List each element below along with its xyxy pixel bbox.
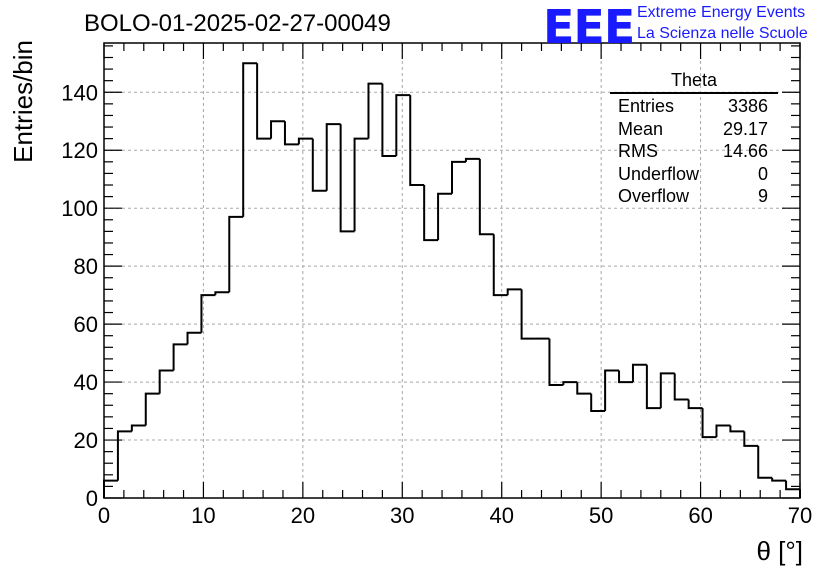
- x-tick-label: 60: [688, 503, 712, 528]
- logo-subtitle-1: Extreme Energy Events: [637, 4, 806, 21]
- stats-value: 29.17: [722, 118, 768, 139]
- histogram-series: [103, 62, 801, 498]
- histogram-bin: [576, 382, 592, 395]
- y-tick-label: 100: [61, 196, 98, 221]
- logo-subtitle-2: La Scienza nelle Scuole: [637, 25, 808, 42]
- histogram-bin: [715, 424, 731, 438]
- histogram-bin: [144, 392, 160, 426]
- histogram-bin: [673, 373, 689, 401]
- histogram-bin: [478, 158, 494, 236]
- histogram-bin: [172, 343, 188, 371]
- stats-title: Theta: [610, 70, 778, 94]
- x-tick-label: 0: [98, 503, 110, 528]
- y-tick-label: 60: [74, 312, 98, 337]
- stats-row: Entries 3386: [610, 95, 778, 118]
- stats-rows: Entries 3386 Mean 29.17 RMS 14.66 Underflow 0 Ov…: [610, 95, 778, 208]
- stats-label: Underflow: [618, 163, 700, 184]
- histogram-bin: [130, 424, 146, 432]
- histogram-bin: [270, 120, 285, 139]
- histogram-bin: [590, 393, 606, 413]
- histogram-bin: [214, 291, 230, 296]
- histogram-bin: [353, 137, 369, 232]
- stats-label: Overflow: [618, 186, 690, 206]
- x-axis-label: θ [°]: [756, 536, 803, 566]
- histogram-bin: [367, 82, 383, 139]
- x-tick-label: 40: [489, 503, 513, 528]
- histogram-bin: [158, 369, 174, 394]
- histogram-bin: [242, 62, 258, 217]
- stats-value: 3386: [727, 96, 768, 116]
- stats-row: Underflow 0: [610, 163, 778, 186]
- histogram-bin: [701, 408, 717, 439]
- histogram-bin: [743, 431, 759, 447]
- x-tick-label: 30: [390, 503, 414, 528]
- plot-border: [103, 42, 801, 499]
- histogram-bin: [451, 160, 466, 194]
- stats-row: Mean 29.17: [610, 118, 778, 141]
- y-tick-label: 20: [74, 428, 98, 453]
- histogram-bin: [103, 479, 118, 498]
- eee-logo: EEE: [543, 0, 635, 54]
- histogram-bin: [437, 192, 452, 241]
- y-tick-label: 80: [74, 254, 98, 279]
- y-tick-label: 140: [61, 80, 98, 105]
- x-tick-label: 50: [589, 503, 613, 528]
- histogram-bin: [116, 430, 132, 481]
- histogram-bin: [506, 288, 522, 296]
- stats-row: Overflow 9: [610, 185, 778, 208]
- histogram-bin: [311, 138, 327, 192]
- y-tick-label: 120: [61, 138, 98, 163]
- stats-label: Mean: [618, 118, 664, 139]
- plot-frame: [103, 42, 801, 499]
- stats-label: RMS: [618, 141, 658, 161]
- x-tick-label: 70: [788, 503, 812, 528]
- histogram-bin: [492, 234, 508, 297]
- histogram-bin: [256, 63, 272, 140]
- histogram-bin: [464, 157, 480, 162]
- histogram-bin: [283, 121, 299, 146]
- histogram-bin: [785, 480, 800, 491]
- histogram-bin: [659, 372, 675, 409]
- axis-ticks: [103, 43, 801, 499]
- chart-title: BOLO-01-2025-02-27-00049: [84, 10, 391, 37]
- histogram-bin: [409, 95, 425, 187]
- histogram-bin: [200, 294, 216, 333]
- histogram-bin: [520, 289, 536, 340]
- histogram-bin: [381, 83, 397, 158]
- histogram-bin: [325, 123, 341, 191]
- stats-value: 0: [757, 163, 768, 184]
- y-tick-label: 40: [74, 370, 98, 395]
- histogram-bin: [757, 445, 773, 479]
- histogram-bin: [645, 364, 661, 410]
- x-tick-label: 10: [191, 503, 215, 528]
- histogram-bin: [562, 381, 578, 385]
- x-tick-label: 20: [291, 503, 315, 528]
- histogram-bin: [228, 215, 244, 293]
- grid-lines: [104, 43, 800, 498]
- histogram-bin: [548, 338, 564, 386]
- histogram-bin: [618, 370, 633, 384]
- tick-labels: 0 10 20 30 40 50 60 70 0 20 40 60 80 100 120 140: [61, 80, 812, 528]
- histogram-bin: [297, 137, 313, 145]
- histogram-bin: [423, 185, 439, 242]
- stats-label: Entries: [618, 96, 675, 116]
- histogram-bin: [395, 94, 411, 157]
- histogram-bin: [604, 369, 620, 412]
- y-tick-label: 0: [86, 486, 98, 511]
- histogram-bin: [631, 363, 647, 383]
- stats-value: 9: [757, 186, 768, 206]
- stats-box: Theta Entries 3386 Mean 29.17 RMS 14.66 Underf…: [610, 70, 778, 208]
- histogram-bin: [729, 425, 745, 433]
- stats-row: RMS 14.66: [610, 140, 778, 163]
- histogram-bin: [771, 477, 787, 482]
- histogram-bin: [339, 124, 355, 233]
- y-axis-label: Entries/bin: [8, 40, 38, 163]
- stats-value: 14.66: [722, 141, 768, 161]
- histogram-bin: [687, 399, 703, 410]
- histogram-bin: [186, 331, 202, 345]
